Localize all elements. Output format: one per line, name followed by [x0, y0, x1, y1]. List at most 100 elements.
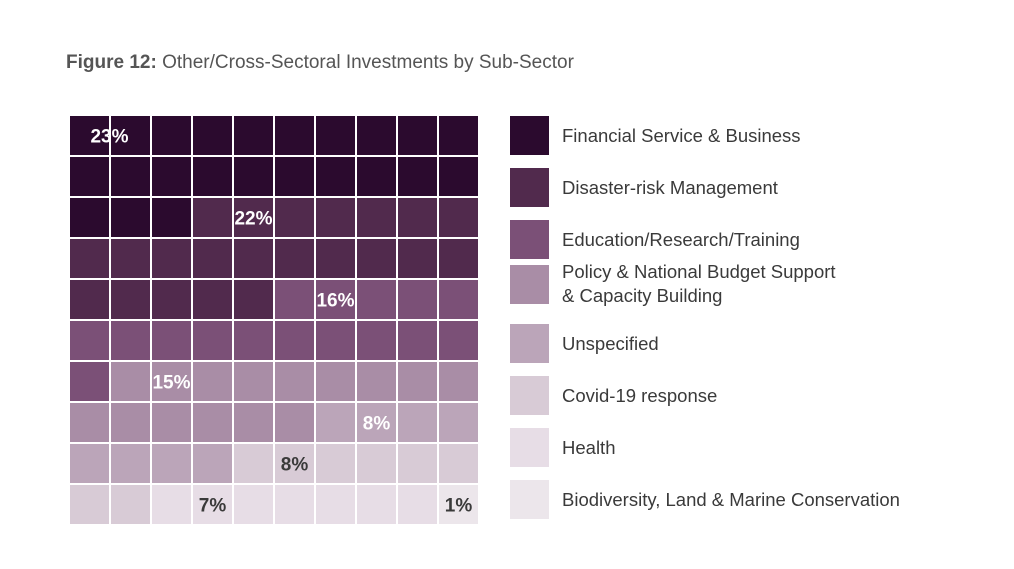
- waffle-cell-36: [275, 239, 314, 278]
- waffle-cell-68: [357, 362, 396, 401]
- waffle-cell-30: [439, 198, 478, 237]
- waffle-cell-69: [398, 362, 437, 401]
- legend-swatch: [510, 116, 549, 155]
- waffle-cell-4: [193, 116, 232, 155]
- legend-label: Education/Research/Training: [562, 228, 800, 252]
- waffle-cell-90: [439, 444, 478, 483]
- waffle-cell-72: [111, 403, 150, 442]
- waffle-cell-12: [111, 157, 150, 196]
- waffle-cell-34: [193, 239, 232, 278]
- legend-item-1: Financial Service & Business: [510, 116, 801, 155]
- waffle-cell-56: [275, 321, 314, 360]
- waffle-cell-20: [439, 157, 478, 196]
- waffle-cell-61: [70, 362, 109, 401]
- waffle-cell-5: [234, 116, 273, 155]
- waffle-cell-45: [234, 280, 273, 319]
- waffle-cell-71: [70, 403, 109, 442]
- waffle-cell-27: [316, 198, 355, 237]
- waffle-cell-98: [357, 485, 396, 524]
- waffle-cell-28: [357, 198, 396, 237]
- waffle-cell-47: [316, 280, 355, 319]
- data-label-8: 1%: [445, 496, 473, 517]
- waffle-cell-29: [398, 198, 437, 237]
- waffle-cell-16: [275, 157, 314, 196]
- waffle-cell-75: [234, 403, 273, 442]
- waffle-cell-67: [316, 362, 355, 401]
- figure-title-text: Other/Cross-Sectoral Investments by Sub-…: [162, 52, 574, 73]
- waffle-cell-100: [439, 485, 478, 524]
- waffle-cell-39: [398, 239, 437, 278]
- waffle-cell-26: [275, 198, 314, 237]
- waffle-cell-19: [398, 157, 437, 196]
- waffle-cell-52: [111, 321, 150, 360]
- waffle-cell-60: [439, 321, 478, 360]
- waffle-cell-24: [193, 198, 232, 237]
- waffle-cell-76: [275, 403, 314, 442]
- data-label-7: 7%: [199, 496, 227, 517]
- legend-label-line: Biodiversity, Land & Marine Conservation: [562, 488, 900, 510]
- data-label-2: 22%: [234, 209, 272, 230]
- waffle-cell-83: [152, 444, 191, 483]
- waffle-cell-54: [193, 321, 232, 360]
- waffle-cell-23: [152, 198, 191, 237]
- figure-number: Figure 12:: [66, 52, 157, 73]
- waffle-cell-50: [439, 280, 478, 319]
- waffle-cell-62: [111, 362, 150, 401]
- legend-label: Covid-19 response: [562, 384, 717, 408]
- data-label-5: 8%: [363, 414, 391, 435]
- legend-swatch: [510, 428, 549, 467]
- waffle-cell-59: [398, 321, 437, 360]
- legend-label-line: Covid-19 response: [562, 384, 718, 406]
- data-label-3: 16%: [316, 291, 354, 312]
- waffle-cell-44: [193, 280, 232, 319]
- waffle-cell-18: [357, 157, 396, 196]
- legend-item-2: Disaster-risk Management: [510, 168, 778, 207]
- waffle-cell-58: [357, 321, 396, 360]
- waffle-cell-1: [70, 116, 109, 155]
- waffle-cell-88: [357, 444, 396, 483]
- waffle-cell-73: [152, 403, 191, 442]
- waffle-cell-37: [316, 239, 355, 278]
- waffle-chart: 23% 22% 16% 15% 8% 8% 7% 1%: [70, 116, 480, 526]
- waffle-cell-93: [152, 485, 191, 524]
- legend-item-4: Policy & National Budget Support & Capaci…: [510, 260, 836, 308]
- waffle-cell-97: [316, 485, 355, 524]
- legend-swatch: [510, 324, 549, 363]
- waffle-cell-31: [70, 239, 109, 278]
- waffle-cell-14: [193, 157, 232, 196]
- data-label-4: 15%: [152, 373, 190, 394]
- waffle-cell-17: [316, 157, 355, 196]
- waffle-cell-92: [111, 485, 150, 524]
- waffle-cell-99: [398, 485, 437, 524]
- waffle-cell-55: [234, 321, 273, 360]
- waffle-cell-70: [439, 362, 478, 401]
- waffle-cell-2: [111, 116, 150, 155]
- waffle-cell-25: [234, 198, 273, 237]
- waffle-cell-85: [234, 444, 273, 483]
- waffle-cell-32: [111, 239, 150, 278]
- waffle-chart-svg: 23% 22% 16% 15% 8% 8% 7% 1%: [70, 116, 478, 524]
- waffle-cell-40: [439, 239, 478, 278]
- waffle-cell-10: [439, 116, 478, 155]
- legend-swatch: [510, 264, 549, 304]
- waffle-cell-15: [234, 157, 273, 196]
- legend-label-line: Unspecified: [562, 332, 659, 354]
- legend-label: Disaster-risk Management: [562, 176, 778, 200]
- legend-label-line: Policy & National Budget Support: [562, 261, 836, 282]
- waffle-cell-66: [275, 362, 314, 401]
- legend-label-line: Financial Service & Business: [562, 124, 801, 146]
- waffle-cell-74: [193, 403, 232, 442]
- waffle-cell-41: [70, 280, 109, 319]
- waffle-cell-81: [70, 444, 109, 483]
- waffle-cell-48: [357, 280, 396, 319]
- legend-label-line: Education/Research/Training: [562, 228, 800, 250]
- waffle-cell-38: [357, 239, 396, 278]
- waffle-cell-3: [152, 116, 191, 155]
- waffle-cell-96: [275, 485, 314, 524]
- waffle-cell-42: [111, 280, 150, 319]
- legend-swatch: [510, 480, 549, 519]
- waffle-cell-91: [70, 485, 109, 524]
- waffle-cell-94: [193, 485, 232, 524]
- legend-label: Biodiversity, Land & Marine Conservation: [562, 488, 900, 512]
- legend-swatch: [510, 376, 549, 415]
